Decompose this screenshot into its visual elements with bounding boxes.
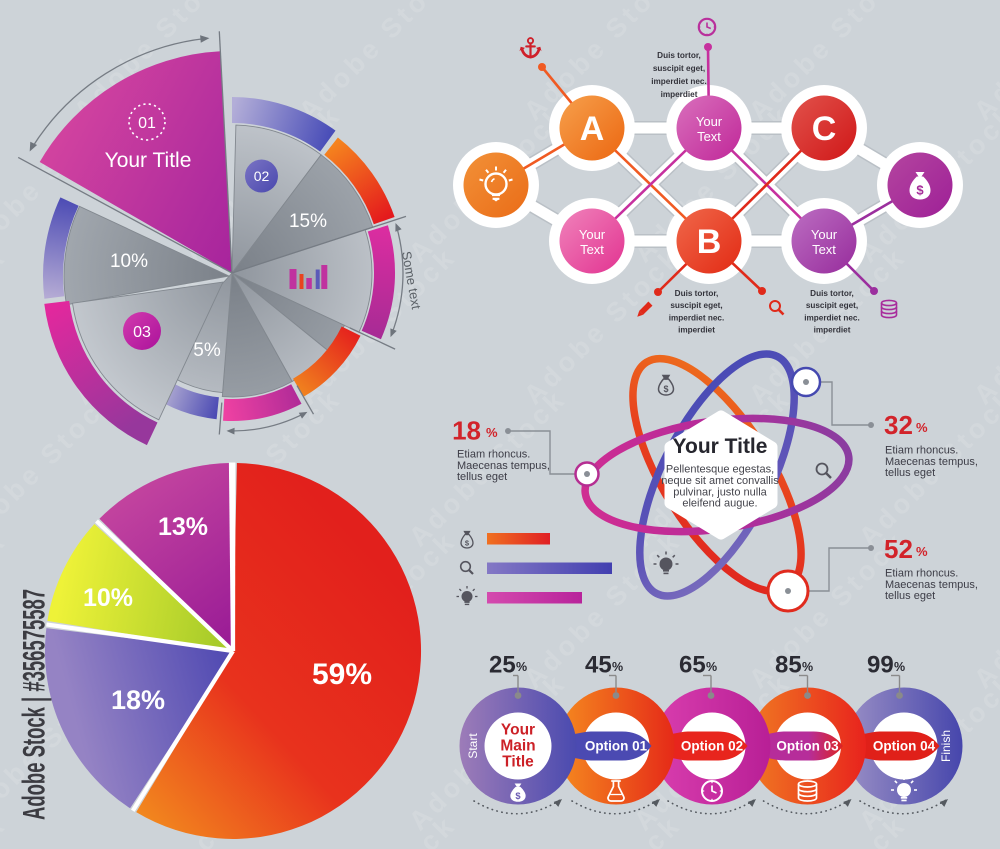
svg-text:suscipit eget,: suscipit eget, — [670, 301, 722, 310]
svg-text:Start: Start — [466, 733, 480, 759]
svg-text:imperdiet: imperdiet — [678, 326, 715, 335]
svg-text:%: % — [802, 660, 813, 674]
svg-text:$: $ — [515, 791, 521, 801]
svg-text:Pellentesque egestas,: Pellentesque egestas, — [666, 464, 774, 476]
svg-text:Etiam rhoncus.: Etiam rhoncus. — [885, 445, 958, 457]
svg-text:$: $ — [663, 384, 668, 394]
svg-text:eleifend augue.: eleifend augue. — [682, 498, 757, 510]
svg-text:imperdiet nec.: imperdiet nec. — [804, 313, 860, 322]
svg-text:Duis tortor,: Duis tortor, — [675, 289, 719, 298]
svg-text:Maecenas tempus,: Maecenas tempus, — [457, 460, 550, 472]
svg-text:%: % — [612, 660, 623, 674]
svg-text:Duis tortor,: Duis tortor, — [657, 51, 701, 60]
svg-text:Your Title: Your Title — [673, 435, 768, 458]
svg-text:59%: 59% — [312, 658, 372, 691]
svg-text:99: 99 — [867, 652, 894, 679]
svg-text:Your: Your — [501, 722, 535, 739]
svg-text:tellus eget: tellus eget — [885, 467, 935, 479]
svg-text:tellus eget: tellus eget — [457, 471, 507, 483]
svg-text:85: 85 — [775, 652, 802, 679]
svg-text:01: 01 — [138, 115, 156, 132]
svg-text:Your Title: Your Title — [105, 149, 192, 172]
svg-text:Option 03: Option 03 — [776, 739, 839, 754]
svg-text:Your: Your — [696, 114, 723, 129]
svg-text:%: % — [486, 425, 498, 440]
svg-text:%: % — [916, 544, 928, 559]
svg-text:C: C — [812, 110, 837, 148]
svg-text:Maecenas tempus,: Maecenas tempus, — [885, 579, 978, 591]
svg-text:Adobe Stock | #356575587: Adobe Stock | #356575587 — [18, 589, 52, 820]
svg-text:Your: Your — [579, 227, 606, 242]
svg-text:Text: Text — [812, 242, 836, 257]
svg-text:imperdiet: imperdiet — [814, 326, 851, 335]
svg-text:Finish: Finish — [939, 730, 953, 762]
svg-text:13%: 13% — [158, 513, 208, 541]
svg-text:65: 65 — [679, 652, 706, 679]
svg-text:10%: 10% — [83, 584, 133, 612]
svg-text:15%: 15% — [289, 211, 327, 232]
svg-text:%: % — [894, 660, 905, 674]
svg-text:45: 45 — [585, 652, 612, 679]
svg-text:Etiam rhoncus.: Etiam rhoncus. — [885, 568, 958, 580]
svg-text:imperdiet nec.: imperdiet nec. — [651, 77, 707, 86]
svg-text:18%: 18% — [111, 685, 165, 715]
svg-text:pulvinar, justo nulla: pulvinar, justo nulla — [673, 486, 767, 498]
svg-text:Etiam rhoncus.: Etiam rhoncus. — [457, 449, 530, 461]
svg-text:%: % — [706, 660, 717, 674]
svg-text:25: 25 — [489, 652, 516, 679]
svg-text:Option 02: Option 02 — [681, 739, 743, 754]
svg-text:imperdiet nec.: imperdiet nec. — [669, 313, 725, 322]
svg-text:suscipit eget,: suscipit eget, — [806, 301, 858, 310]
svg-text:$: $ — [465, 539, 470, 548]
svg-text:Option 01: Option 01 — [585, 739, 648, 754]
svg-text:Option 04: Option 04 — [873, 739, 936, 754]
svg-text:%: % — [516, 660, 527, 674]
svg-text:suscipit eget,: suscipit eget, — [653, 64, 705, 73]
svg-text:32: 32 — [884, 410, 913, 440]
svg-text:10%: 10% — [110, 251, 148, 272]
svg-text:Text: Text — [697, 129, 721, 144]
svg-text:Your: Your — [811, 227, 838, 242]
svg-text:Main: Main — [500, 738, 535, 755]
svg-text:18: 18 — [452, 416, 481, 446]
svg-text:%: % — [916, 420, 928, 435]
svg-text:$: $ — [916, 183, 924, 198]
svg-text:Maecenas tempus,: Maecenas tempus, — [885, 456, 978, 468]
svg-text:A: A — [580, 110, 605, 148]
svg-text:03: 03 — [133, 324, 151, 341]
svg-text:B: B — [697, 223, 722, 261]
svg-text:02: 02 — [254, 168, 270, 184]
svg-text:neque sit amet convallis: neque sit amet convallis — [661, 475, 779, 487]
svg-text:tellus eget: tellus eget — [885, 590, 935, 602]
svg-text:5%: 5% — [193, 340, 221, 361]
svg-text:Duis tortor,: Duis tortor, — [810, 289, 854, 298]
svg-text:imperdiet: imperdiet — [661, 90, 698, 99]
svg-text:Text: Text — [580, 242, 604, 257]
svg-text:52: 52 — [884, 534, 913, 564]
svg-text:Title: Title — [502, 754, 534, 771]
